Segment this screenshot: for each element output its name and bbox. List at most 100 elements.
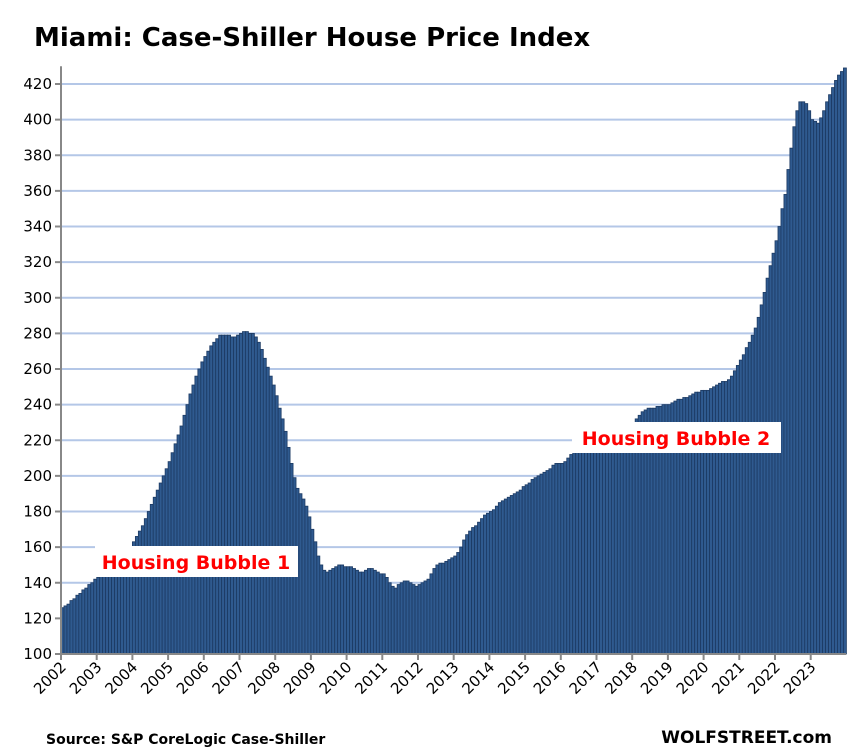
bar — [361, 571, 365, 655]
bar — [500, 500, 505, 655]
bar — [554, 463, 559, 655]
bar — [245, 331, 249, 655]
bar — [807, 110, 812, 655]
bar — [569, 454, 574, 655]
bar — [735, 365, 740, 655]
bar — [84, 587, 89, 655]
y-tick-label: 220 — [23, 431, 52, 449]
bar — [557, 463, 562, 655]
bar — [465, 534, 469, 655]
bar — [242, 331, 246, 655]
bar — [185, 404, 190, 655]
y-tick-label: 320 — [23, 253, 52, 271]
bar — [524, 484, 529, 655]
bar — [584, 448, 588, 655]
annotation-box — [95, 546, 298, 577]
annotation-box — [572, 422, 781, 453]
bar — [277, 407, 282, 655]
bar — [87, 584, 92, 655]
bar — [307, 516, 312, 655]
y-tick-label: 240 — [23, 396, 52, 414]
bar — [298, 493, 303, 655]
y-tick-label: 120 — [23, 609, 52, 627]
bar — [248, 332, 252, 655]
x-tick-label: 2003 — [66, 658, 106, 698]
bar — [530, 479, 535, 655]
bar — [93, 578, 98, 655]
bar — [599, 441, 603, 655]
bar — [512, 493, 517, 655]
bar — [105, 571, 110, 655]
bar — [795, 110, 800, 655]
bar — [203, 356, 208, 655]
bar — [274, 395, 279, 655]
bar — [494, 505, 499, 655]
annotation-text: Housing Bubble 1 — [102, 552, 291, 574]
bar — [399, 582, 404, 655]
bar — [301, 498, 306, 655]
bar — [411, 584, 416, 655]
bar — [420, 582, 425, 655]
x-tick-label: 2007 — [209, 658, 249, 698]
bar — [536, 475, 541, 655]
bar — [393, 587, 398, 655]
bar — [432, 568, 437, 655]
bar — [438, 562, 443, 655]
source-note: Source: S&P CoreLogic Case-Shiller — [46, 732, 325, 748]
bar — [390, 585, 395, 655]
bar — [426, 578, 431, 655]
bar — [483, 514, 487, 655]
x-tick-label: 2015 — [494, 658, 534, 698]
bar — [450, 557, 455, 655]
bar — [747, 341, 752, 655]
x-tick-label: 2005 — [137, 658, 177, 698]
bar — [313, 541, 318, 655]
bar — [545, 470, 550, 655]
bar — [325, 571, 330, 655]
bar — [182, 414, 187, 655]
bar — [515, 491, 520, 655]
bar — [146, 511, 151, 655]
bar — [304, 505, 309, 655]
bar — [509, 495, 514, 655]
bar — [447, 559, 452, 655]
bar — [408, 582, 413, 655]
bar — [518, 489, 523, 655]
bar — [102, 573, 107, 655]
y-tick-label: 400 — [23, 111, 52, 129]
bar — [581, 448, 586, 655]
bar — [381, 573, 386, 655]
bar — [456, 552, 461, 655]
bar — [75, 594, 80, 655]
bar — [375, 571, 380, 655]
bar — [491, 509, 496, 655]
bar — [804, 103, 809, 655]
bar — [480, 518, 484, 655]
x-tick-label: 2002 — [30, 658, 70, 698]
bar — [474, 525, 478, 655]
bar — [66, 603, 71, 655]
annotation-bubble-2: Housing Bubble 2 — [572, 422, 781, 453]
bar — [250, 332, 255, 655]
bar — [801, 101, 806, 655]
x-tick-label: 2016 — [530, 658, 570, 698]
bar — [578, 450, 583, 655]
bar — [608, 436, 612, 655]
bar — [468, 530, 472, 655]
bar — [477, 521, 481, 655]
x-axis-ticks: 2002200320042005200620072008200920102011… — [30, 654, 820, 698]
y-tick-label: 340 — [23, 218, 52, 236]
bar — [834, 80, 838, 655]
bar — [628, 425, 633, 655]
bar — [265, 366, 270, 655]
bar — [206, 350, 211, 655]
bar — [744, 347, 749, 655]
bar — [271, 384, 276, 655]
bar — [506, 496, 511, 655]
y-tick-label: 140 — [23, 574, 52, 592]
bar — [780, 208, 785, 655]
bar — [727, 379, 731, 655]
bar — [262, 357, 267, 655]
x-tick-label: 2021 — [708, 658, 748, 698]
x-tick-label: 2023 — [780, 658, 820, 698]
